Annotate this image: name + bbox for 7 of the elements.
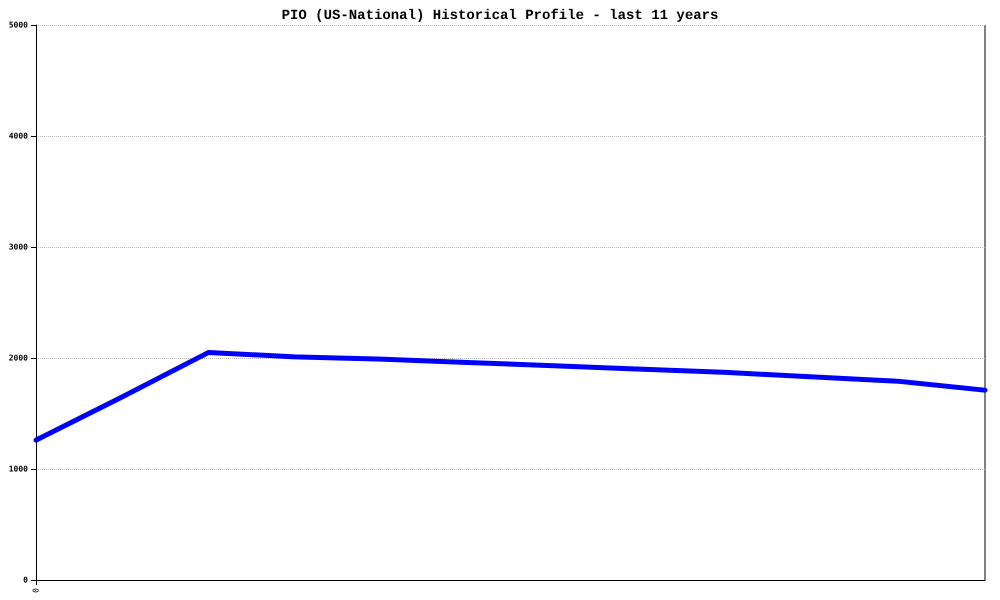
chart-title: PIO (US-National) Historical Profile - last 11 years bbox=[282, 8, 718, 24]
y-tick-label: 2000 bbox=[8, 354, 28, 362]
y-tick-label: 4000 bbox=[8, 132, 28, 140]
y-tick-label: 3000 bbox=[8, 242, 28, 252]
category-label: 0 bbox=[32, 588, 40, 593]
y-tick-label: 5000 bbox=[8, 20, 28, 30]
y-tick-label: 1000 bbox=[8, 464, 28, 474]
